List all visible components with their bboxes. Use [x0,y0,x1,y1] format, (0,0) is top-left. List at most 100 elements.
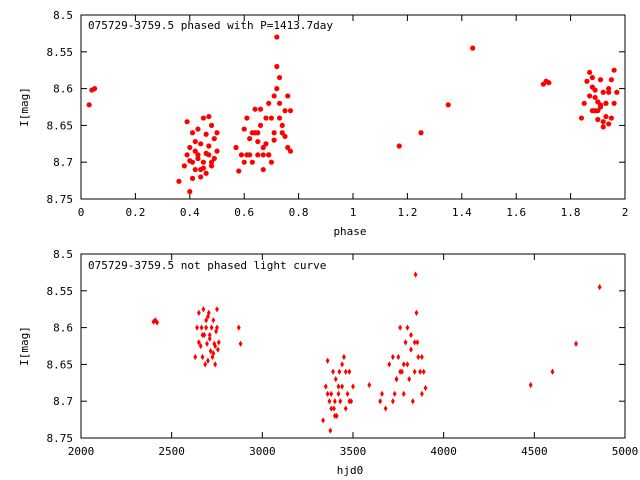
phased-data-point [241,159,247,165]
phased-data-point [208,159,215,165]
phased-data-point [208,163,215,169]
unphased-data-point [351,383,355,390]
phased-data-point [276,115,283,121]
phased-x-ticks: 0 0.2 0.4 0.6 0.8 1 1.2 1.4 1.6 1.8 2 [78,15,629,219]
unphased-data-point [418,368,423,375]
phased-data-point [271,93,277,99]
phased-data-point [587,93,593,99]
phased-data-point [247,136,253,142]
phased-data-point [581,100,587,106]
unphased-data-point [208,348,213,355]
phased-data-point [268,159,274,165]
unphased-data-point [206,313,210,320]
phased-data-point [260,144,266,151]
phased-x-tick-label: 0.2 [125,206,145,219]
phased-data-point [266,100,272,106]
unphased-data-point [412,339,417,346]
unphased-data-point [331,368,335,375]
phased-data-point [597,102,604,108]
unphased-data-point [419,353,424,361]
phased-x-tick-label: 2 [622,206,629,219]
unphased-data-point [340,383,345,390]
phased-data-point [584,78,590,84]
unphased-data-point [378,398,383,405]
unphased-data-point [342,353,346,361]
unphased-data-point [414,309,419,316]
phased-data-point [285,93,291,99]
phased-data-point [276,100,283,106]
unphased-data-point [336,383,341,390]
phased-data-points [86,34,620,195]
unphased-data-point [216,339,221,346]
phased-data-point [263,141,269,147]
phased-data-point [260,166,266,173]
unphased-chart: 075729-3759.5 not phased light curve hjd… [18,248,638,477]
unphased-data-point [380,390,384,397]
unphased-data-point [209,324,214,331]
unphased-data-point [193,353,198,361]
phased-data-point [592,94,598,101]
unphased-data-point [238,340,243,347]
unphased-data-point [215,324,219,331]
phased-data-point [200,115,206,121]
phased-data-point [249,130,255,136]
phased-x-tick-label: 0.8 [289,206,309,219]
phased-data-point [611,67,617,73]
phased-data-point [606,121,612,127]
unphased-data-point [196,309,201,316]
phased-data-point [208,122,215,128]
unphased-data-point [203,361,208,368]
phased-x-tick-label: 1 [350,206,357,219]
phased-data-point [189,175,196,181]
phased-x-tick-label: 0.6 [234,206,254,219]
phased-data-point [578,115,585,121]
phased-data-point [595,116,601,123]
unphased-x-ticks: 2000 2500 3000 3500 4000 4500 5000 [68,254,639,458]
unphased-data-point [338,398,343,405]
phased-data-point [211,155,217,162]
phased-data-point [268,115,274,121]
unphased-data-point [215,306,219,313]
phased-data-point [233,144,239,151]
phased-data-point [589,74,595,81]
unphased-data-point [387,361,392,368]
unphased-y-tick-label: 8.65 [47,358,74,371]
phased-data-point [195,152,201,158]
unphased-data-point [211,350,216,357]
phased-data-point [241,126,247,132]
phased-data-point [274,34,280,40]
phased-data-point [287,108,294,114]
phased-data-point [279,130,285,136]
unphased-y-tick-label: 8.6 [53,322,73,335]
phased-data-point [260,152,266,158]
unphased-data-point [419,390,424,397]
phased-data-point [244,115,250,121]
unphased-data-point [325,357,330,364]
unphased-data-point [401,361,406,368]
unphased-data-point [343,368,348,375]
phased-data-point [546,80,552,86]
unphased-data-point [403,339,408,346]
unphased-data-point [204,317,209,324]
unphased-x-tick-label: 2500 [158,445,185,458]
unphased-x-tick-label: 5000 [612,445,639,458]
phased-data-point [192,138,198,145]
unphased-data-point [550,368,555,375]
phased-data-point [603,100,609,106]
phased-data-point [282,133,288,140]
phased-data-point [214,148,220,154]
unphased-data-point [390,398,395,405]
phased-data-point [181,163,187,169]
phased-data-point [249,159,255,165]
phased-data-point [206,113,212,120]
unphased-data-point [340,361,345,368]
phased-x-tick-label: 1.6 [506,206,526,219]
unphased-data-point [196,339,201,346]
phased-data-point [592,87,598,93]
unphased-data-point [347,368,352,375]
unphased-data-point [401,390,406,397]
phased-data-point [279,122,285,128]
unphased-data-point [398,368,403,375]
unphased-data-point [416,353,421,361]
unphased-x-tick-label: 4500 [521,445,548,458]
